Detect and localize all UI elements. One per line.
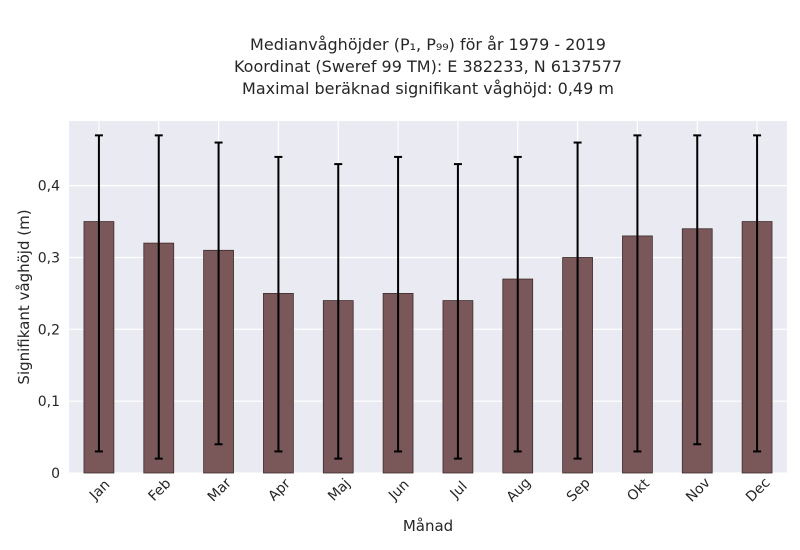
y-axis-label: Signifikant våghöjd (m) xyxy=(15,209,33,384)
error-bar-apr xyxy=(274,155,283,453)
plot-area xyxy=(69,121,787,473)
y-tick-label: 0,3 xyxy=(38,250,60,266)
x-tick-label: Dec xyxy=(743,475,773,505)
title-line-1: Medianvåghöjder (P₁, P₉₉) för år 1979 - … xyxy=(250,35,606,54)
x-tick-label: Sep xyxy=(564,475,594,505)
x-tick-label: Jul xyxy=(447,479,471,503)
x-axis-label: Månad xyxy=(403,517,453,535)
title-line-3: Maximal beräknad signifikant våghöjd: 0,… xyxy=(242,79,614,98)
error-bar-jul xyxy=(453,163,462,460)
y-tick-label: 0,2 xyxy=(38,322,60,338)
error-bar-mar xyxy=(214,141,223,446)
error-bar-jan xyxy=(94,134,103,453)
x-tick-label: Aug xyxy=(504,475,535,506)
error-bar-feb xyxy=(154,134,163,460)
chart-title: Medianvåghöjder (P₁, P₉₉) för år 1979 - … xyxy=(0,34,800,100)
error-bar-sep xyxy=(573,141,582,460)
x-tick-label: Nov xyxy=(683,475,714,506)
x-tick-labels: Jan Feb Mar Apr Maj Jun Jul Aug Sep Okt Nov Dec xyxy=(86,475,773,506)
error-bar-nov xyxy=(693,134,702,446)
y-tick-label: 0 xyxy=(51,466,60,482)
y-tick-label: 0,4 xyxy=(38,179,60,195)
x-tick-label: Okt xyxy=(624,475,653,504)
error-bar-dec xyxy=(753,134,762,453)
error-bar-aug xyxy=(513,155,522,453)
error-bar-jun xyxy=(394,155,403,453)
title-line-2: Koordinat (Sweref 99 TM): E 382233, N 61… xyxy=(233,57,623,76)
error-bars xyxy=(94,134,762,460)
x-tick-label: Feb xyxy=(145,476,174,505)
error-bar-maj xyxy=(334,163,343,460)
x-tick-label: Jan xyxy=(86,477,113,504)
error-bar-okt xyxy=(633,134,642,453)
y-tick-label: 0,1 xyxy=(38,394,60,410)
x-tick-label: Maj xyxy=(325,476,354,505)
x-tick-label: Jun xyxy=(385,477,412,504)
y-tick-labels: 0 0,1 0,2 0,3 0,4 xyxy=(38,179,60,482)
x-tick-label: Apr xyxy=(265,476,294,505)
x-tick-label: Mar xyxy=(205,475,235,505)
